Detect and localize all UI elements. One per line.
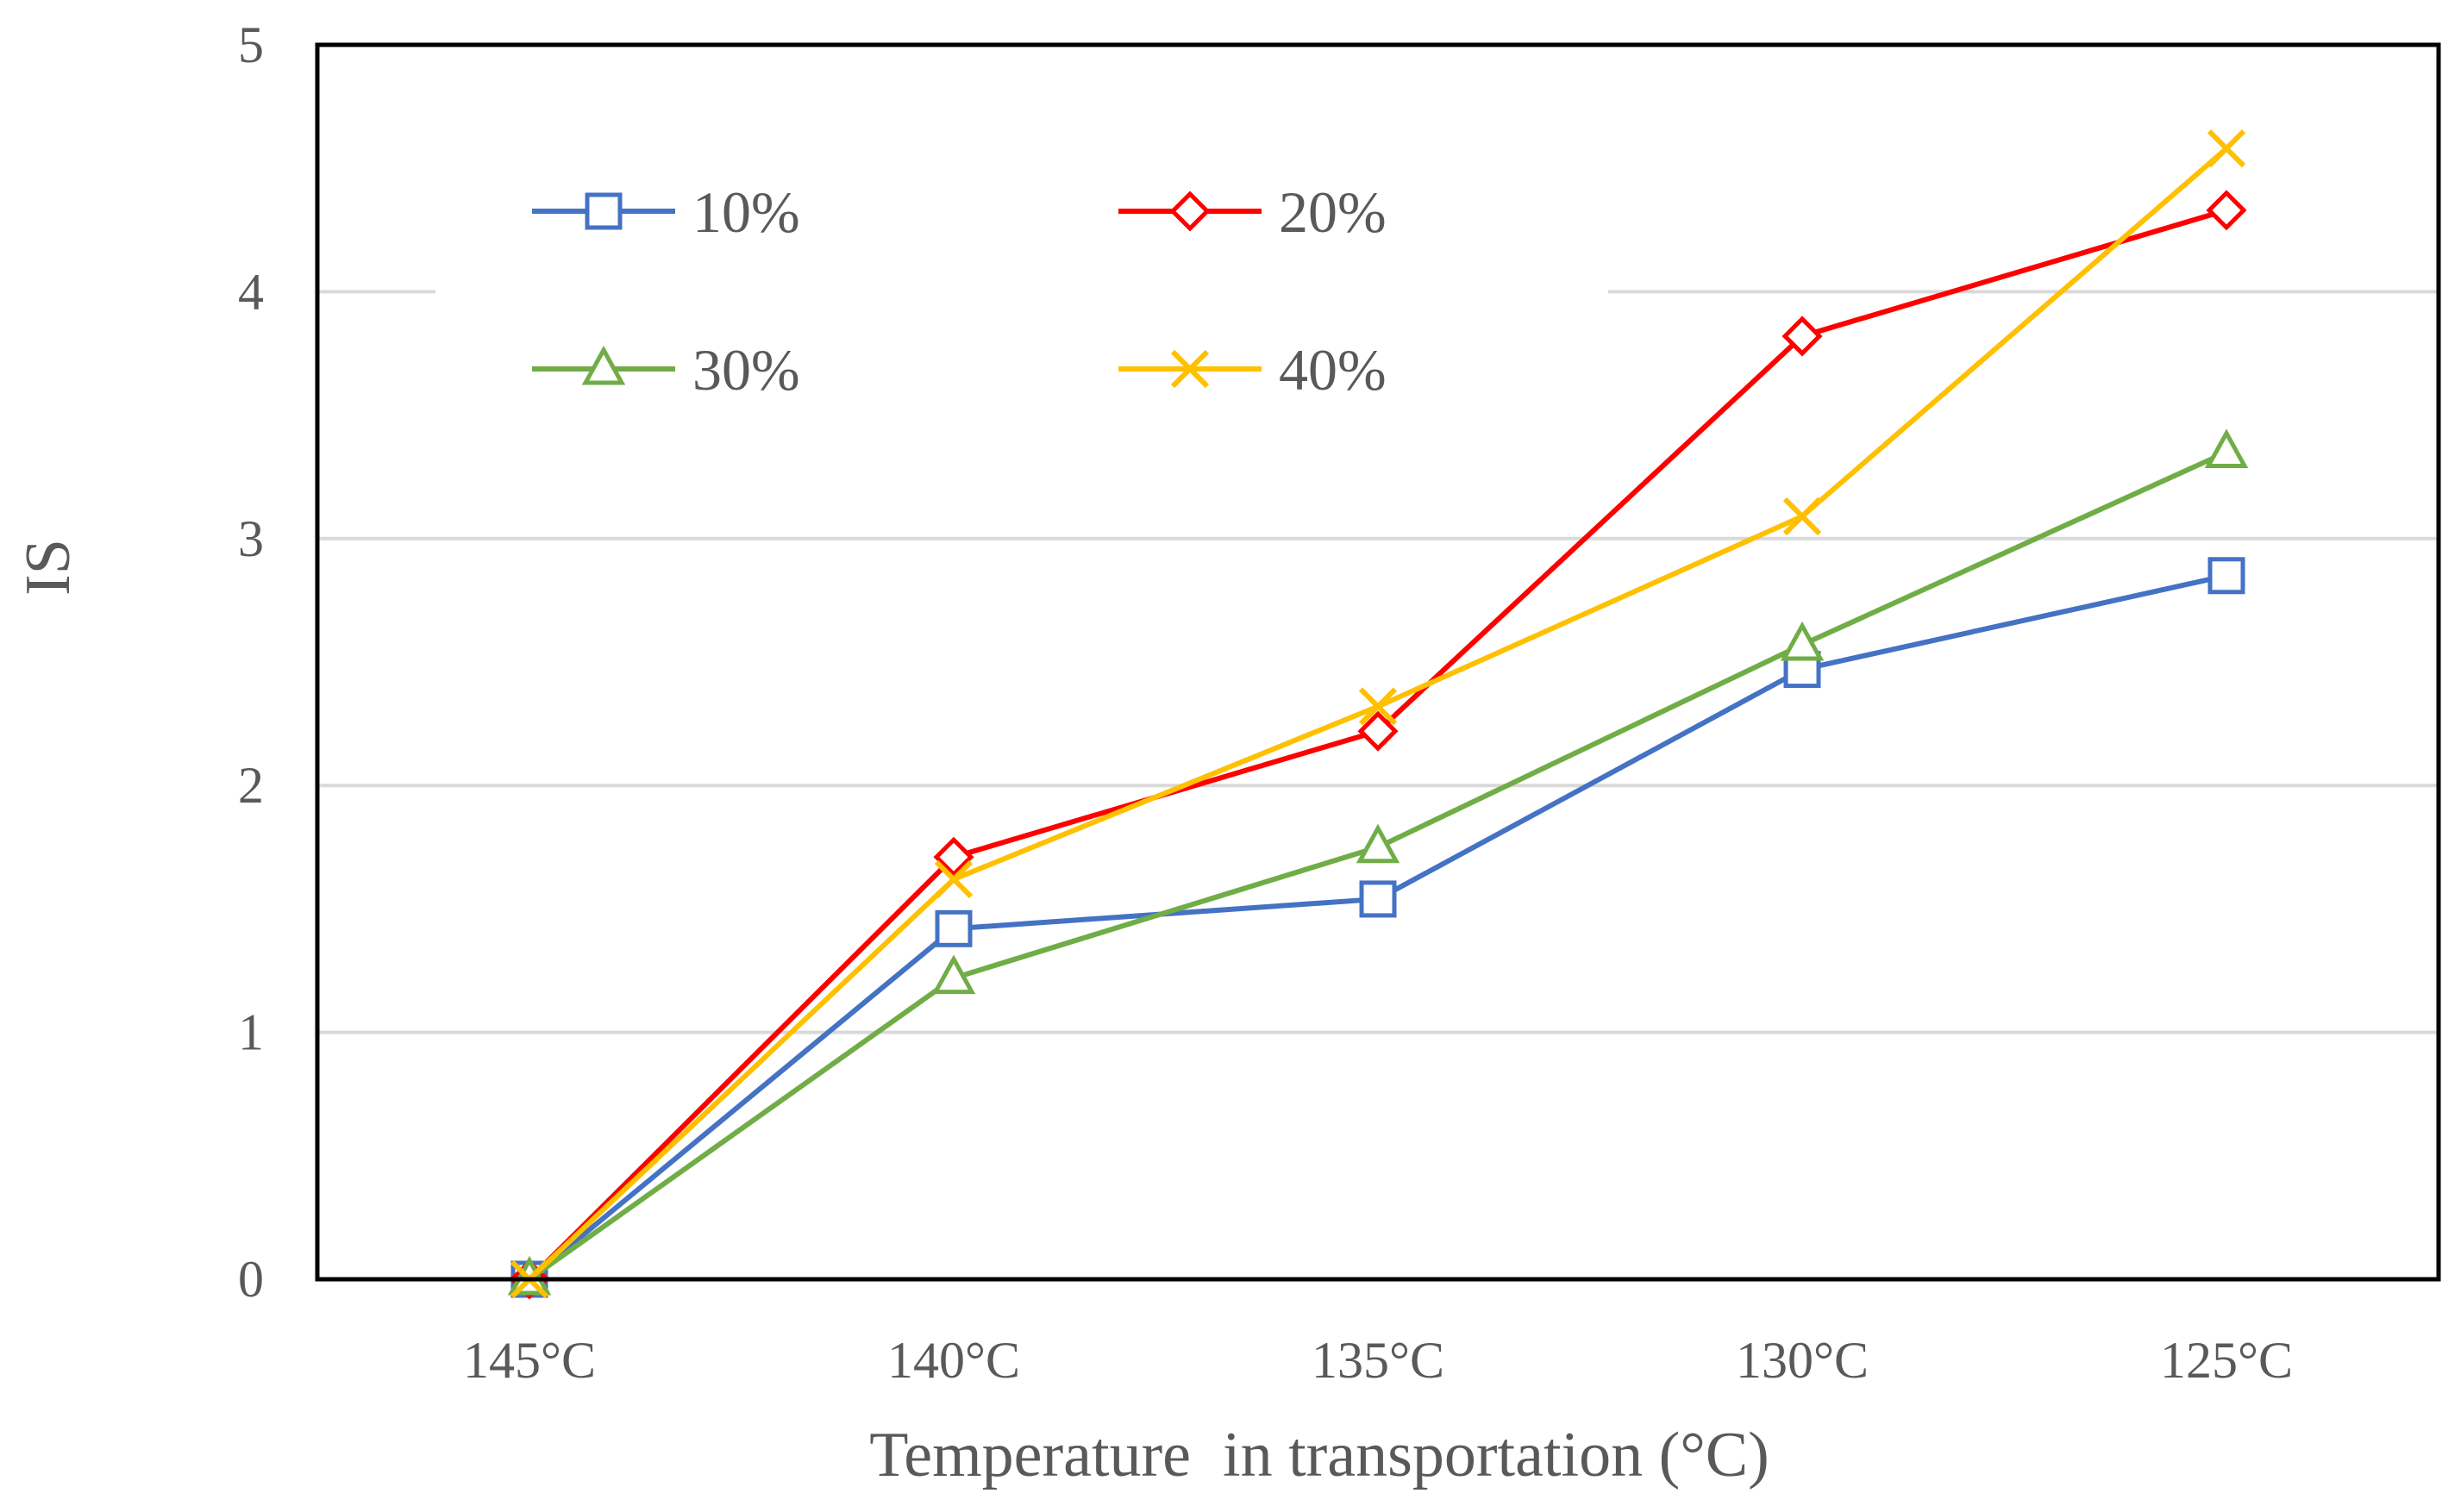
x-tick-label: 145°C [463,1332,596,1389]
x-axis-title: Temperature in transportation (°C) [869,1420,1769,1490]
data-point-marker [1357,710,1399,752]
x-tick-label: 130°C [1736,1332,1869,1389]
legend-item: 20% [1118,179,1387,245]
legend-label: 40% [1279,337,1387,403]
x-tick-label: 140°C [887,1332,1020,1389]
data-point-marker [1782,316,1823,357]
legend-marker [1170,349,1210,389]
data-point-marker [2207,557,2245,595]
data-point-marker [933,836,974,878]
series-30-percent [507,428,2249,1296]
legend-label: 30% [692,337,800,403]
legend-label: 20% [1279,179,1387,245]
y-tick-label: 0 [238,1251,264,1308]
x-tick-label: 125°C [2160,1332,2293,1389]
legend: 10% 20% 30% 40% [435,134,1608,418]
series-line [528,572,2227,1282]
data-point-marker [2206,190,2247,231]
legend-item: 40% [1118,337,1387,403]
legend-item: 30% [532,337,800,403]
x-axis-ticks: 145°C 140°C 135°C 130°C 125°C [463,1332,2293,1389]
data-point-marker [931,954,976,995]
legend-marker [585,192,623,230]
legend-item: 10% [532,179,800,245]
series-line [528,449,2228,1282]
data-point-marker [1358,687,1398,726]
legend-marker [581,345,626,385]
y-tick-label: 2 [238,757,264,814]
x-tick-label: 135°C [1312,1332,1444,1389]
data-point-marker [1780,621,1825,661]
y-tick-label: 3 [238,510,264,567]
y-axis-ticks: 0 1 2 3 4 5 [238,16,264,1308]
data-point-marker [1782,497,1822,536]
data-point-marker [934,859,974,899]
data-point-marker [2204,428,2249,469]
data-point-marker [935,909,973,947]
data-point-marker [1359,880,1397,918]
plot-frame [315,42,2441,1282]
series-group [507,129,2249,1300]
y-tick-label: 5 [238,16,264,73]
series-40-percent [510,129,2246,1299]
y-tick-label: 1 [238,1004,264,1061]
data-point-marker [2207,129,2246,168]
series-10-percent [510,557,2245,1298]
y-tick-label: 4 [238,263,264,320]
data-point-marker [1356,823,1400,864]
legend-marker [1169,191,1211,232]
legend-label: 10% [692,179,800,245]
y-axis-title: IS [13,539,84,596]
